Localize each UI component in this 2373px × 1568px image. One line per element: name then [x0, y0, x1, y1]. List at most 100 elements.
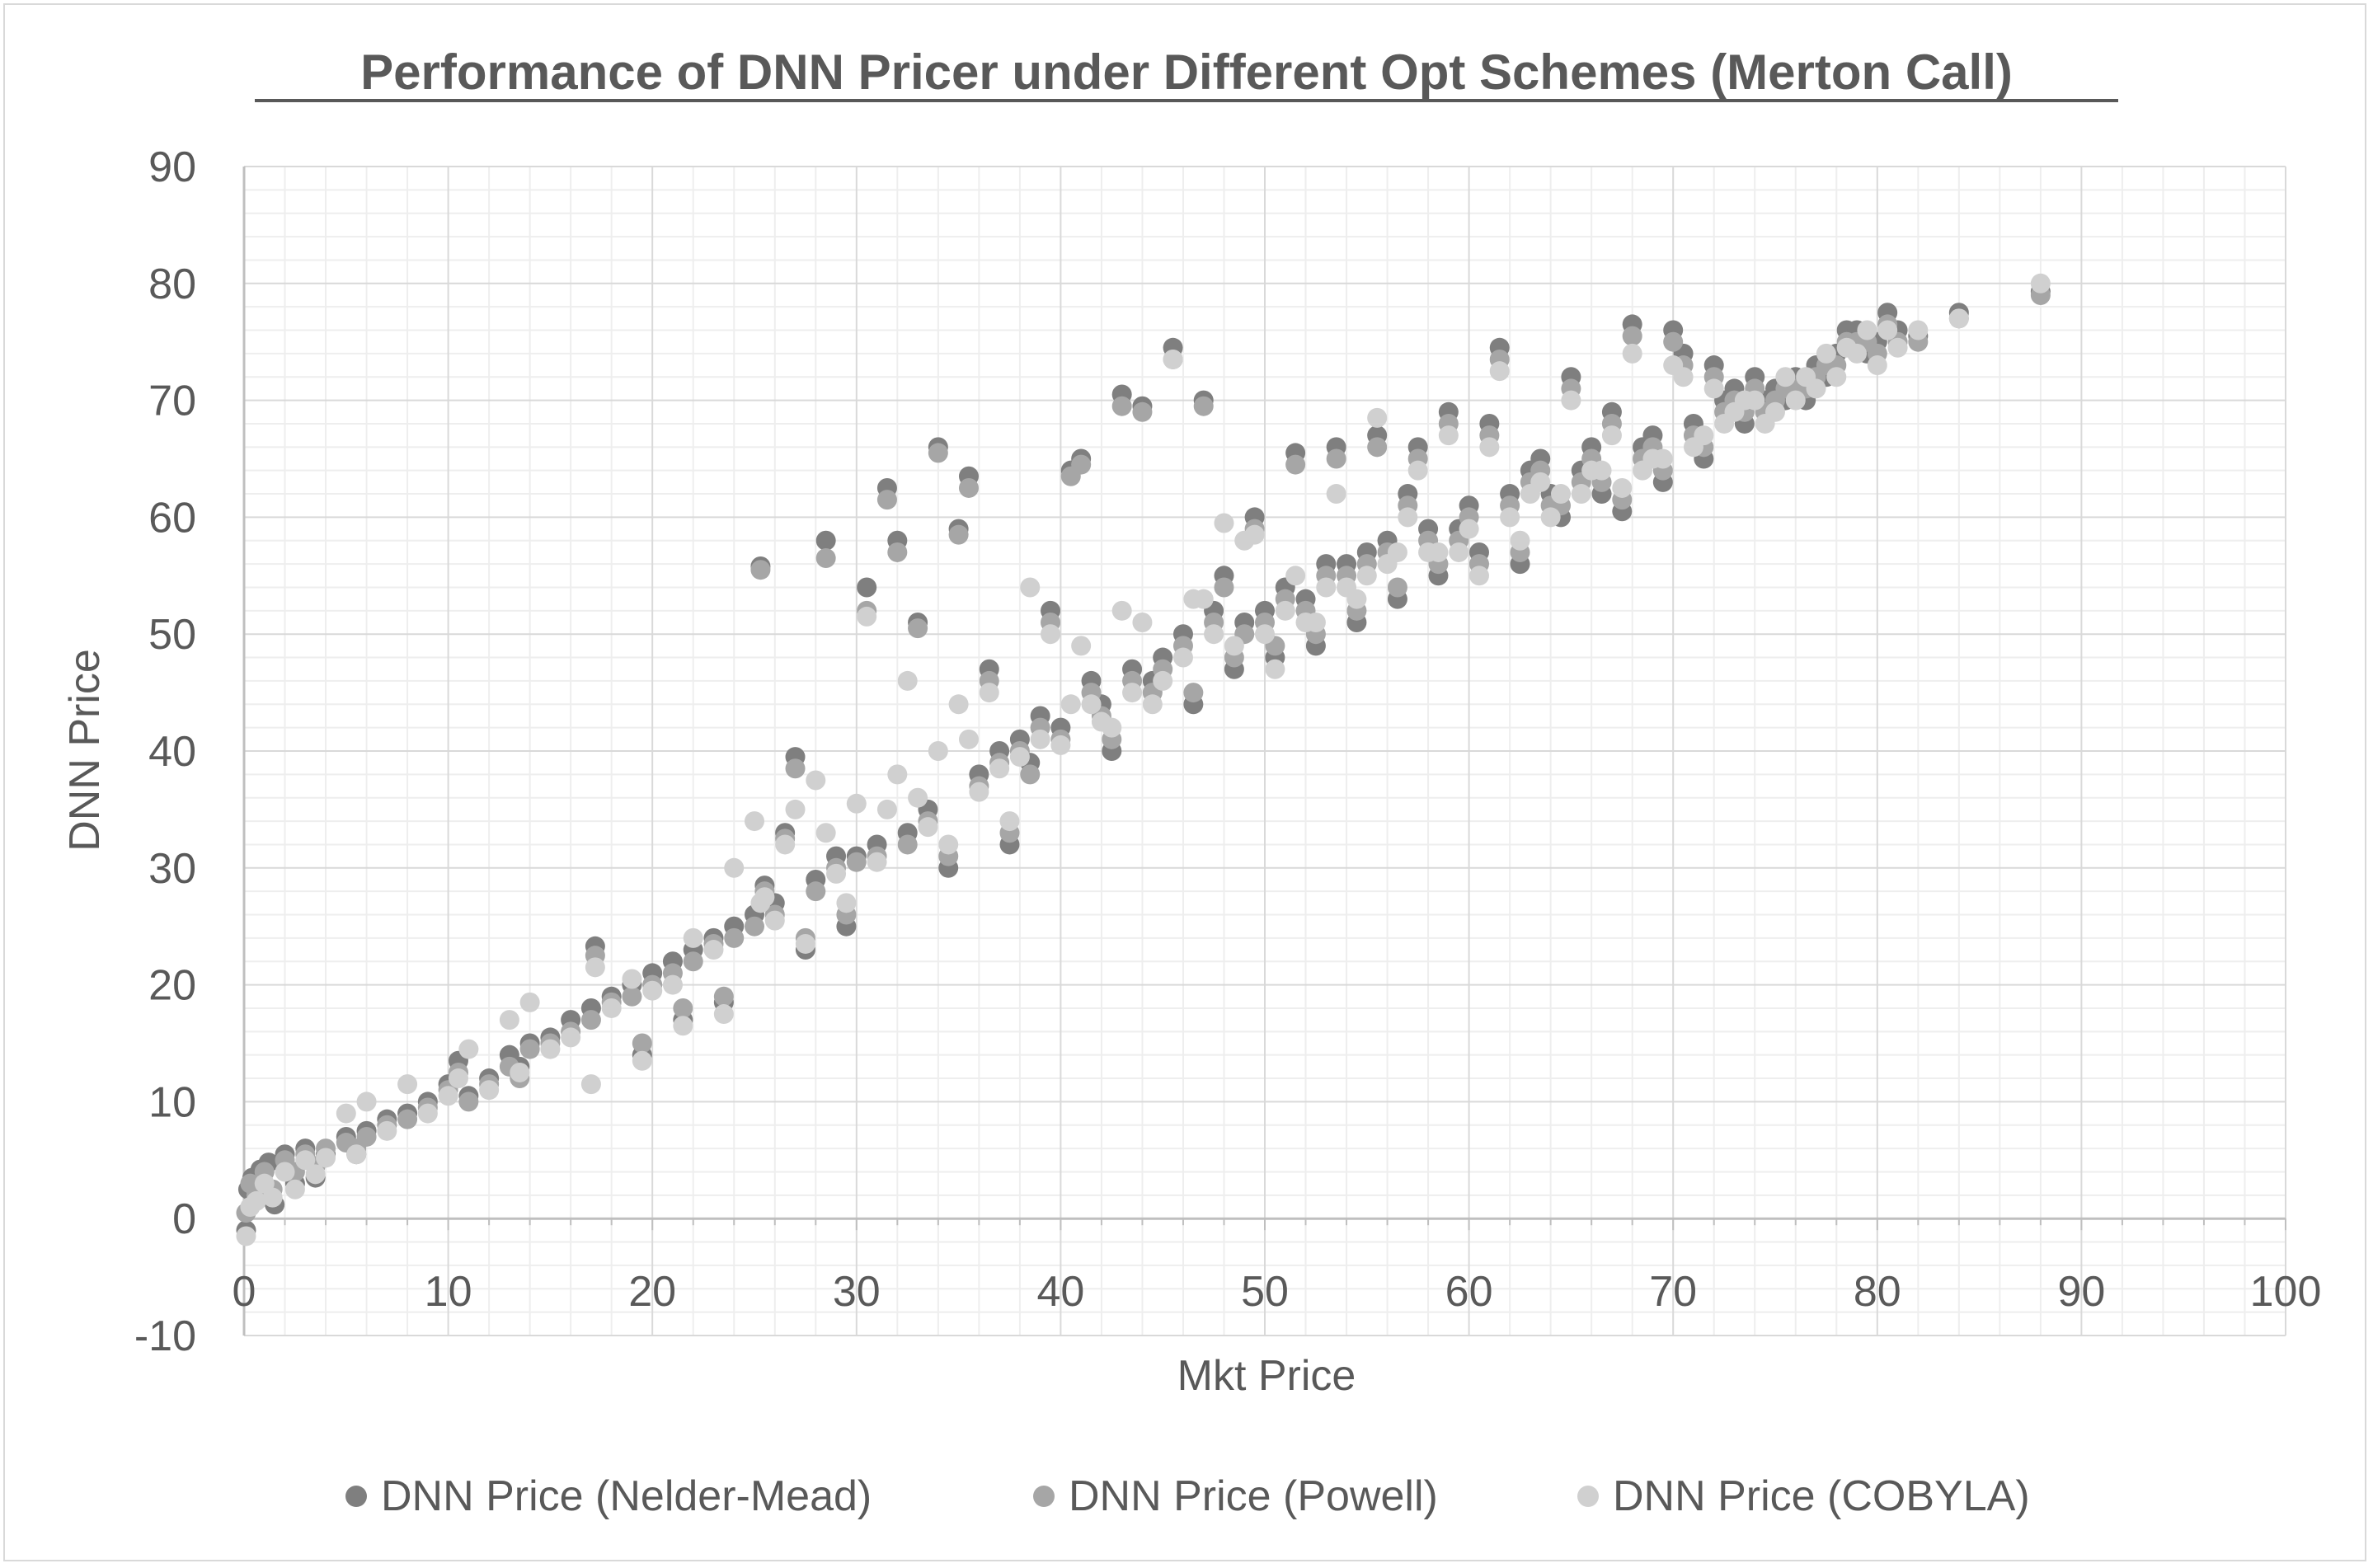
data-point: [1622, 326, 1642, 346]
data-point: [958, 729, 979, 749]
data-point: [499, 1010, 519, 1030]
data-point: [510, 1062, 530, 1082]
data-point: [958, 477, 979, 498]
data-point: [336, 1103, 356, 1124]
data-point: [908, 787, 928, 808]
data-point: [1163, 349, 1183, 369]
data-point: [1510, 530, 1530, 551]
data-point: [713, 986, 734, 1007]
data-point: [397, 1074, 418, 1095]
data-point: [815, 548, 836, 569]
data-point: [1204, 624, 1224, 645]
x-tick-label: 60: [1445, 1268, 1493, 1316]
data-point: [1775, 367, 1796, 387]
data-point: [1244, 524, 1265, 545]
y-tick-label: -10: [134, 1312, 196, 1360]
data-point: [857, 577, 877, 598]
data-point: [1111, 396, 1132, 416]
data-point: [928, 443, 948, 463]
data-point: [979, 683, 999, 703]
data-point: [262, 1187, 283, 1208]
data-point: [1428, 542, 1449, 562]
data-point: [989, 758, 1010, 779]
data-point: [580, 1010, 601, 1030]
x-axis-tick-labels: 0 10 20 30 40 50 60 70 80 90 100: [233, 1268, 2322, 1316]
data-point: [1847, 343, 1868, 364]
data-point: [1041, 624, 1061, 645]
data-point: [1694, 425, 1714, 446]
major-gridlines: [243, 166, 2286, 1336]
data-point: [1367, 407, 1388, 428]
data-point: [857, 606, 877, 627]
data-point: [2030, 273, 2051, 293]
data-point: [1887, 337, 1908, 358]
y-tick-label: 30: [148, 845, 196, 893]
data-point: [458, 1039, 479, 1059]
data-point: [887, 764, 908, 785]
data-point: [938, 834, 959, 855]
data-points: [236, 273, 2051, 1246]
data-point: [1183, 683, 1204, 703]
data-point: [1153, 670, 1173, 691]
data-point: [1703, 378, 1724, 399]
x-tick-label: 90: [2057, 1268, 2105, 1316]
data-point: [1785, 390, 1806, 411]
data-point: [806, 770, 826, 791]
y-tick-label: 90: [148, 143, 196, 191]
data-point: [897, 670, 918, 691]
data-point: [236, 1226, 256, 1246]
data-point: [846, 793, 867, 814]
chart-title: Performance of DNN Pricer under Differen…: [360, 45, 2013, 100]
data-point: [1346, 589, 1367, 609]
data-point: [458, 1091, 479, 1112]
data-point: [1857, 320, 1877, 340]
data-point: [1612, 477, 1633, 498]
data-point: [1468, 566, 1489, 586]
legend: DNN Price (Nelder-Mead) DNN Price (Powell…: [345, 1472, 2030, 1520]
data-point: [1009, 747, 1030, 768]
data-point: [764, 910, 785, 931]
data-point: [1826, 367, 1847, 387]
legend-marker: [1577, 1486, 1599, 1507]
data-point: [356, 1126, 377, 1147]
data-point: [724, 857, 745, 878]
data-point: [1214, 577, 1234, 598]
data-point: [795, 933, 815, 954]
data-point: [1407, 460, 1428, 481]
data-point: [1132, 401, 1153, 422]
data-point: [316, 1148, 336, 1168]
legend-marker: [345, 1486, 367, 1507]
axes: [242, 167, 2286, 1336]
data-point: [713, 1004, 734, 1025]
data-point: [815, 823, 836, 843]
data-point: [1071, 636, 1092, 656]
data-point: [519, 1039, 540, 1059]
data-point: [662, 974, 683, 995]
data-point: [1398, 507, 1418, 528]
data-point: [1591, 460, 1612, 481]
data-point: [1050, 735, 1071, 755]
data-point: [1071, 454, 1092, 475]
data-point: [836, 893, 857, 913]
data-point: [867, 852, 887, 872]
data-point: [703, 940, 724, 960]
data-point: [1459, 519, 1479, 539]
data-point: [417, 1103, 438, 1124]
data-point: [632, 1050, 652, 1071]
data-point: [1601, 425, 1622, 446]
data-point: [948, 524, 969, 545]
x-tick-label: 40: [1036, 1268, 1084, 1316]
data-point: [1948, 308, 1969, 329]
data-point: [1193, 589, 1214, 609]
data-point: [438, 1086, 458, 1106]
legend-item: DNN Price (COBYLA): [1577, 1472, 2030, 1520]
data-point: [887, 542, 908, 562]
data-point: [622, 986, 642, 1007]
data-point: [1265, 659, 1285, 679]
data-point: [1020, 764, 1041, 785]
data-point: [632, 1033, 652, 1054]
data-point: [580, 1074, 601, 1095]
data-point: [1214, 513, 1234, 533]
data-point: [806, 881, 826, 902]
y-axis-tick-labels: 90 80 70 60 50 40 30 20 10 0 -10: [134, 143, 196, 1360]
